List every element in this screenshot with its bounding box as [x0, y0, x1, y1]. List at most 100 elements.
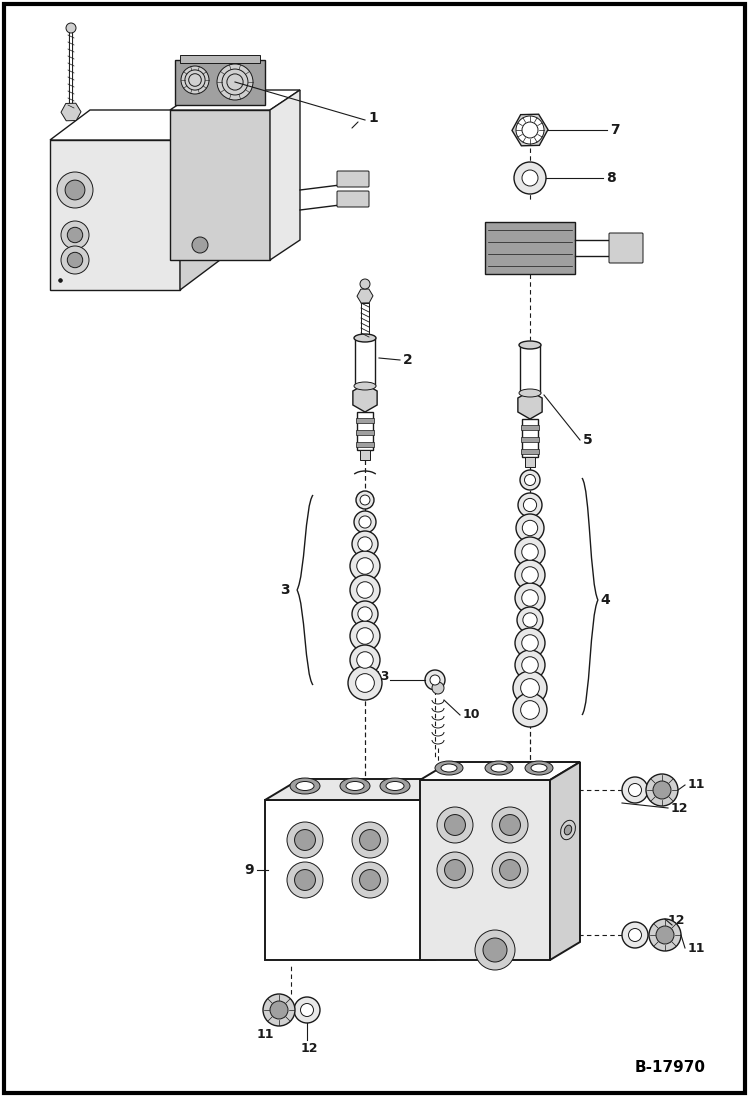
Text: 11: 11 [688, 941, 706, 954]
Text: 9: 9 [244, 863, 254, 877]
Ellipse shape [491, 764, 507, 772]
Circle shape [432, 682, 444, 694]
Ellipse shape [560, 821, 575, 839]
Circle shape [516, 514, 544, 542]
Circle shape [287, 822, 323, 858]
Circle shape [521, 679, 539, 698]
Circle shape [300, 1004, 314, 1017]
Circle shape [522, 657, 539, 674]
Circle shape [524, 475, 536, 486]
Polygon shape [265, 779, 470, 800]
Text: 5: 5 [583, 433, 592, 446]
Bar [525, 457, 535, 467]
Bar [355, 338, 375, 386]
Polygon shape [420, 762, 580, 780]
Circle shape [515, 559, 545, 590]
Circle shape [445, 860, 465, 881]
Circle shape [520, 470, 540, 490]
Bar [360, 450, 370, 460]
Circle shape [513, 693, 547, 727]
Text: 4: 4 [600, 593, 610, 607]
Circle shape [522, 635, 539, 652]
Bar [521, 437, 539, 442]
Circle shape [348, 666, 382, 700]
Circle shape [514, 162, 546, 194]
Circle shape [360, 279, 370, 289]
Circle shape [430, 675, 440, 685]
Circle shape [646, 774, 678, 806]
Circle shape [475, 930, 515, 970]
Ellipse shape [386, 781, 404, 791]
FancyBboxPatch shape [337, 191, 369, 207]
Ellipse shape [296, 781, 314, 791]
Circle shape [66, 23, 76, 33]
Bar [520, 344, 540, 393]
Circle shape [513, 671, 547, 705]
Ellipse shape [452, 830, 460, 840]
Ellipse shape [340, 778, 370, 794]
Polygon shape [50, 140, 180, 290]
Circle shape [515, 538, 545, 567]
Circle shape [287, 862, 323, 898]
Text: 12: 12 [671, 802, 688, 814]
Ellipse shape [441, 764, 457, 772]
Text: 2: 2 [403, 353, 413, 367]
Polygon shape [270, 90, 300, 260]
Circle shape [354, 511, 376, 533]
Polygon shape [170, 90, 300, 110]
Circle shape [181, 66, 209, 94]
Bar [175, 60, 265, 105]
Circle shape [192, 237, 208, 253]
Circle shape [350, 575, 380, 606]
Ellipse shape [564, 825, 571, 835]
Ellipse shape [519, 341, 541, 349]
Circle shape [522, 170, 538, 186]
Bar [356, 430, 374, 436]
Ellipse shape [380, 778, 410, 794]
Circle shape [356, 674, 374, 692]
Circle shape [67, 252, 82, 268]
Circle shape [186, 231, 214, 259]
Ellipse shape [354, 382, 376, 391]
Circle shape [358, 536, 372, 551]
Circle shape [522, 567, 539, 584]
Bar [357, 412, 373, 450]
Circle shape [518, 493, 542, 517]
FancyBboxPatch shape [609, 233, 643, 263]
Circle shape [515, 627, 545, 658]
Text: 11: 11 [688, 779, 706, 792]
Circle shape [522, 520, 538, 535]
Circle shape [437, 807, 473, 842]
Ellipse shape [435, 761, 463, 774]
Circle shape [622, 921, 648, 948]
Circle shape [352, 822, 388, 858]
Circle shape [350, 551, 380, 581]
Text: 3: 3 [280, 583, 290, 597]
Polygon shape [170, 110, 270, 260]
Circle shape [492, 807, 528, 842]
Circle shape [515, 651, 545, 680]
Circle shape [622, 777, 648, 803]
Text: 11: 11 [257, 1029, 274, 1041]
Ellipse shape [485, 761, 513, 774]
Circle shape [628, 783, 641, 796]
Ellipse shape [290, 778, 320, 794]
Circle shape [360, 495, 370, 505]
Text: 12: 12 [301, 1041, 318, 1054]
Circle shape [522, 544, 539, 561]
Text: 8: 8 [606, 171, 616, 185]
Bar [521, 449, 539, 454]
Circle shape [437, 852, 473, 887]
Circle shape [517, 607, 543, 633]
FancyBboxPatch shape [337, 171, 369, 186]
Circle shape [65, 180, 85, 200]
Ellipse shape [346, 781, 364, 791]
Text: 7: 7 [610, 123, 619, 137]
Circle shape [356, 491, 374, 509]
Ellipse shape [525, 761, 553, 774]
Polygon shape [265, 800, 435, 960]
Polygon shape [420, 780, 550, 960]
Bar [522, 419, 538, 457]
Text: 10: 10 [463, 709, 481, 722]
Circle shape [360, 829, 380, 850]
